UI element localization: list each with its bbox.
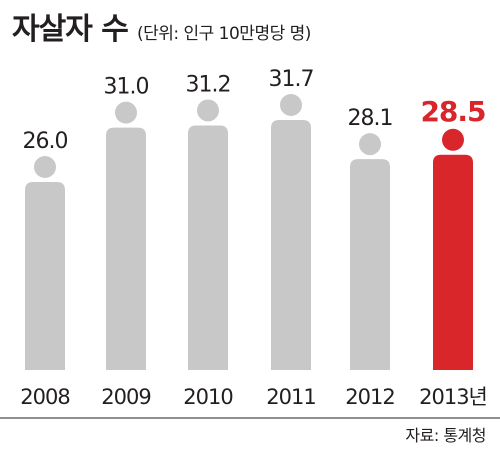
category-label: 2009 <box>101 385 150 409</box>
figure-head <box>34 156 56 178</box>
bar-body <box>433 154 473 370</box>
bar-body <box>25 182 65 370</box>
value-label: 28.5 <box>420 95 485 128</box>
figure-head <box>115 101 137 124</box>
figure-head <box>442 128 464 151</box>
category-label: 2008 <box>20 385 69 409</box>
bar-body <box>188 125 228 370</box>
bar-body <box>350 159 390 370</box>
category-label: 2010 <box>183 385 232 409</box>
value-label: 31.7 <box>269 67 314 92</box>
figure-2010: 31.2 2010 <box>183 72 233 409</box>
figure-head <box>197 99 219 122</box>
bar-body <box>106 127 146 370</box>
value-label: 31.2 <box>186 72 231 97</box>
figure-2012: 28.1 2012 <box>345 106 395 409</box>
figure-2009: 31.0 2009 <box>101 75 151 409</box>
source-note: 자료: 통계청 <box>405 426 486 445</box>
figure-2013년: 28.5 2013년 <box>419 95 488 409</box>
chart-title: 자살자 수 <box>12 12 129 47</box>
figure-2011: 31.7 2011 <box>266 67 316 409</box>
figure-head <box>359 133 381 156</box>
chart-unit-note: (단위: 인구 10만명당 명) <box>136 24 311 44</box>
value-label: 28.1 <box>348 106 393 131</box>
chart-title-row: 자살자 수 (단위: 인구 10만명당 명) <box>12 4 311 48</box>
value-label: 31.0 <box>104 75 149 100</box>
bar-body <box>271 120 311 370</box>
figure-head <box>280 94 302 116</box>
value-label: 26.0 <box>23 129 68 154</box>
figure-2008: 26.0 2008 <box>20 129 70 409</box>
category-label: 2011 <box>266 385 315 409</box>
category-label: 2012 <box>345 385 394 409</box>
category-label: 2013년 <box>419 385 487 409</box>
